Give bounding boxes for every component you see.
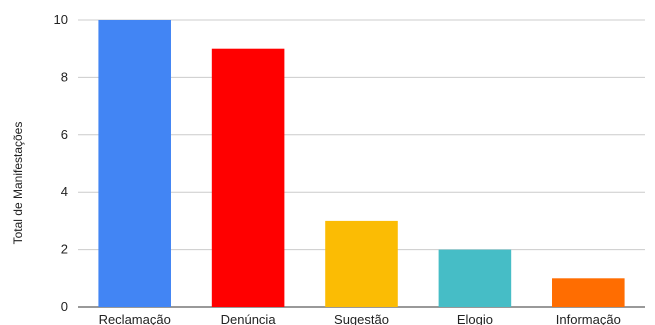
y-tick-labels: 0 2 4 6 8 10	[54, 12, 68, 314]
bars	[98, 20, 625, 307]
bar	[325, 220, 398, 307]
y-tick-label: 6	[61, 127, 68, 142]
x-tick-label: Elogio	[457, 312, 493, 325]
grid-lines	[78, 19, 645, 308]
x-tick-label: Denúncia	[221, 312, 277, 325]
y-tick-label: 0	[61, 299, 68, 314]
y-tick-label: 10	[54, 12, 68, 27]
x-tick-label: Sugestão	[334, 312, 389, 325]
y-tick-label: 8	[61, 69, 68, 84]
bar	[98, 20, 171, 307]
bar	[438, 249, 512, 307]
x-tick-label: Informação	[556, 312, 621, 325]
y-tick-label: 2	[61, 242, 68, 257]
x-tick-label: Reclamação	[99, 312, 171, 325]
x-tick-labels: Reclamação Denúncia Sugestão Elogio Informaç…	[99, 312, 621, 325]
y-axis-label: Total de Manifestações	[11, 122, 25, 245]
bar	[552, 278, 625, 307]
bar	[211, 48, 285, 307]
y-tick-label: 4	[61, 184, 68, 199]
